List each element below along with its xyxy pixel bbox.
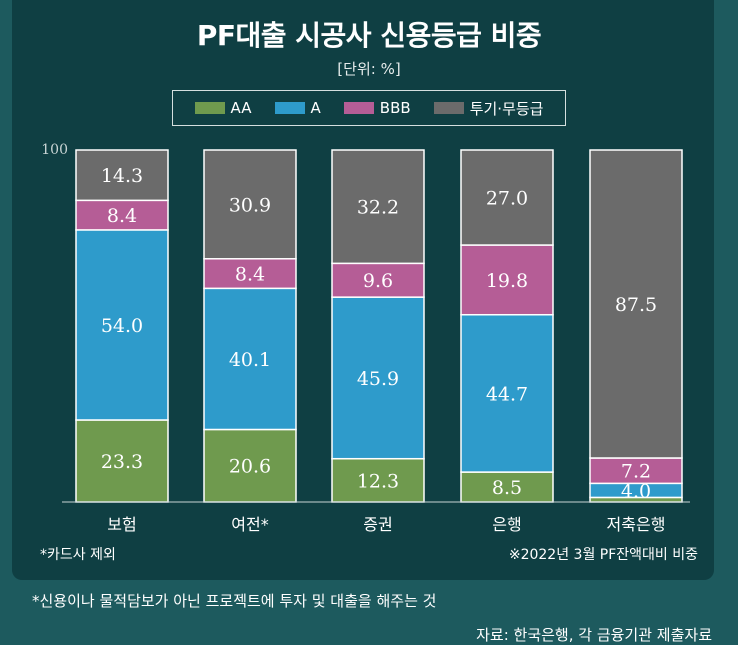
data-label: 87.5 <box>615 294 657 316</box>
data-label: 8.4 <box>107 205 137 227</box>
legend-swatch-aa <box>194 102 225 114</box>
data-label: 12.3 <box>357 470 399 492</box>
bar-segment <box>75 419 169 503</box>
bar-segment <box>460 244 554 316</box>
data-label: 27.0 <box>486 188 528 210</box>
legend-swatch-a <box>274 102 305 114</box>
data-label: 40.1 <box>229 349 271 371</box>
bar-segment <box>75 229 169 421</box>
data-label: 54.0 <box>101 315 143 337</box>
bar-segment <box>331 296 425 460</box>
data-label: 7.2 <box>621 461 651 483</box>
legend-label-a: A <box>310 99 321 117</box>
bar-segment <box>331 149 425 265</box>
category-label: 증권 <box>363 515 392 534</box>
bar-segment <box>460 313 554 473</box>
legend-swatch-bbb <box>343 102 374 114</box>
data-label: 30.9 <box>229 194 271 216</box>
bar-segment <box>460 149 554 246</box>
data-label: 8.5 <box>492 477 522 499</box>
data-label: 20.6 <box>229 456 271 478</box>
footnote-right: ※2022년 3월 PF잔액대비 비중 <box>508 547 698 563</box>
data-label: 4.0 <box>621 480 651 502</box>
category-label: 여전* <box>231 515 268 534</box>
y-tick-label: 100 <box>41 142 68 158</box>
legend-item-junk: 투기·무등급 <box>433 98 544 119</box>
legend-item-aa: AA <box>194 99 252 117</box>
data-label: 45.9 <box>357 368 399 390</box>
category-label: 은행 <box>492 515 521 534</box>
legend-item-bbb: BBB <box>343 99 411 117</box>
bar-segment <box>203 287 297 431</box>
footnote-left: *카드사 제외 <box>40 547 116 563</box>
data-label: 32.2 <box>357 197 399 219</box>
data-label: 14.3 <box>101 165 143 187</box>
chart-title: PF대출 시공사 신용등급 비중 <box>196 19 542 52</box>
data-label: 23.3 <box>101 451 143 473</box>
data-label: 9.6 <box>363 270 393 292</box>
source-note: 자료: 한국은행, 각 금융기관 제출자료 <box>476 626 712 644</box>
bar-segment <box>203 258 297 290</box>
category-label: 저축은행 <box>607 515 666 534</box>
bar-segment <box>203 428 297 503</box>
legend-swatch-junk <box>433 102 464 114</box>
legend-item-a: A <box>274 99 321 117</box>
stacked-bar-chart: 100 23.3 54.0 8.4 14.3 보험 20.6 40.1 8.4 30.9 여전* 12… <box>41 142 690 534</box>
data-label: 19.8 <box>486 270 528 292</box>
category-label: 보험 <box>107 515 136 534</box>
unit-label: [단위: %] <box>337 60 401 78</box>
legend-label-bbb: BBB <box>379 99 411 117</box>
data-label: 44.7 <box>486 383 528 405</box>
legend-label-junk: 투기·무등급 <box>469 99 544 118</box>
definition-note: *신용이나 물적담보가 아닌 프로젝트에 투자 및 대출을 해주는 것 <box>32 592 437 610</box>
bar-segment <box>589 149 683 459</box>
bar-segment <box>203 149 297 260</box>
legend-label-aa: AA <box>230 99 252 117</box>
legend: AA A BBB 투기·무등급 <box>172 90 566 126</box>
bar-segment <box>75 149 169 202</box>
data-label: 8.4 <box>235 264 265 286</box>
